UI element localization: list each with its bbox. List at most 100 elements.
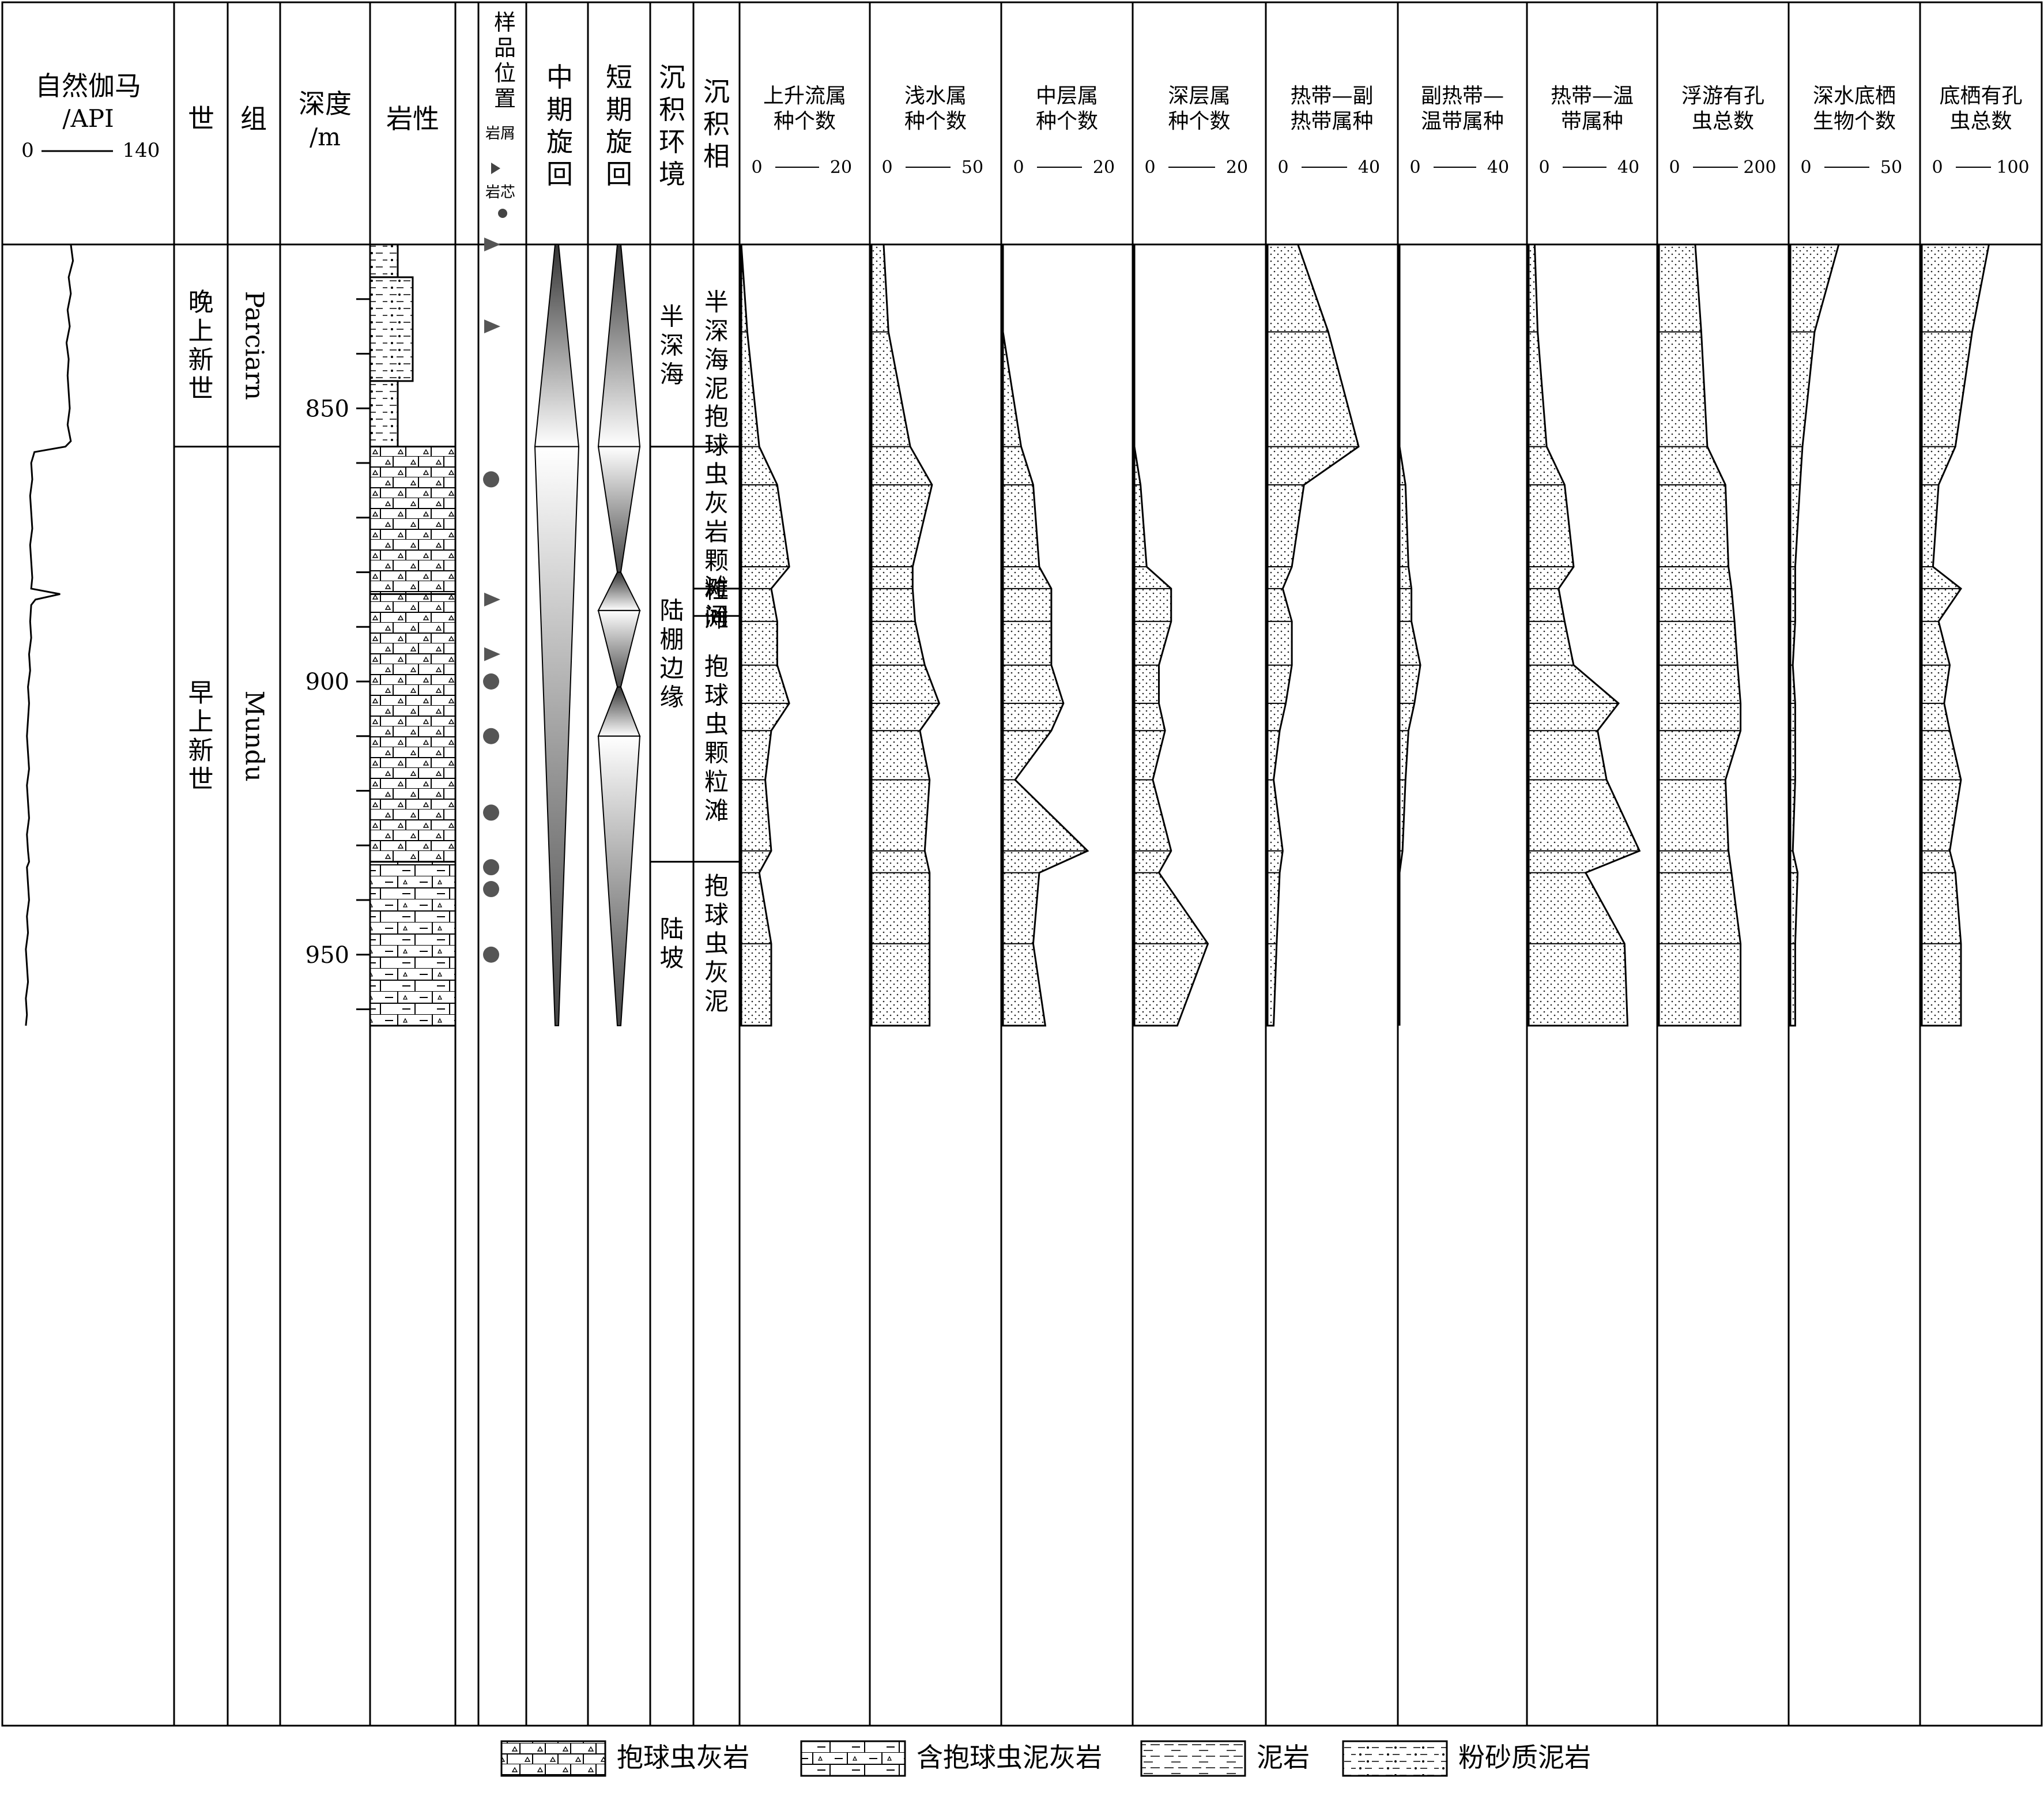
short-cycle-triangle — [597, 686, 641, 737]
series-scale-max: 40 — [1617, 157, 1639, 178]
epoch-label: 世 — [188, 374, 214, 404]
sample-cuttings-label: 岩屑 — [485, 125, 515, 142]
short-cycle-header-char: 短 — [606, 62, 632, 93]
series-title: 深水底栖 — [1813, 84, 1896, 108]
legend-limestone-swatch — [500, 1740, 606, 1777]
epoch-label: 新 — [188, 736, 214, 765]
series-scale-min: 0 — [1800, 157, 1811, 178]
lithology-limestone-bed — [369, 593, 457, 863]
lithology-silty-bed — [369, 276, 414, 382]
short-cycle-triangle — [597, 609, 641, 688]
series-title: 种个数 — [1036, 110, 1098, 133]
formation-label: Parciarn — [240, 291, 269, 400]
series-scale-min: 0 — [1144, 157, 1155, 178]
series-7-panel: 热带—温带属种 0 40 — [1528, 84, 1641, 1027]
series-area — [1002, 244, 1089, 1027]
environment-header-char: 境 — [659, 159, 685, 190]
series-scale-max: 200 — [1743, 157, 1776, 178]
legend-mudstone-swatch — [1140, 1740, 1246, 1777]
environment-header-char: 沉 — [659, 62, 685, 93]
core-sample-marker — [483, 804, 499, 821]
short-cycle-column — [597, 244, 641, 1026]
series-title: 底栖有孔 — [1939, 84, 2022, 108]
facies-label: 抱 — [704, 872, 729, 900]
series-title: 热带属种 — [1290, 110, 1373, 133]
lithology-silty-bed — [369, 243, 399, 278]
gamma-unit: /API — [62, 104, 114, 133]
core-sample-marker — [483, 728, 499, 744]
short-cycle-triangle — [597, 735, 641, 1026]
environment-label: 海 — [659, 360, 684, 388]
series-title: 种个数 — [774, 110, 836, 133]
lithology-column — [369, 243, 457, 1027]
depth-tick-label: 900 — [306, 669, 349, 695]
series-title: 生物个数 — [1813, 110, 1896, 133]
mid-cycle-header-char: 回 — [546, 159, 573, 190]
facies-label: 灰 — [704, 958, 729, 987]
series-area — [1528, 243, 1641, 1027]
depth-unit: /m — [310, 123, 341, 151]
facies-label: 抱 — [704, 652, 729, 680]
chart-frame — [1, 1, 2043, 1727]
facies-header-char: 积 — [703, 108, 730, 140]
series-title: 虫总数 — [1949, 110, 2012, 133]
depth-tick-label: 950 — [306, 942, 349, 969]
core-sample-marker — [483, 881, 499, 898]
cuttings-sample-marker — [484, 647, 500, 661]
series-scale-max: 40 — [1358, 157, 1380, 178]
series-title: 温带属种 — [1421, 110, 1504, 133]
depth-axis: 850 900 950 — [306, 298, 370, 1010]
facies-label: 泥 — [704, 987, 729, 1015]
series-scale-max: 50 — [961, 157, 983, 178]
formation-label: Mundu — [240, 691, 269, 782]
epoch-header: 世 — [188, 103, 214, 134]
environment-header-char: 环 — [659, 126, 685, 157]
short-cycle-header-char: 旋 — [606, 126, 632, 157]
mid-cycle-triangle — [534, 244, 580, 447]
gamma-scale-max: 140 — [123, 139, 160, 162]
sample-column — [483, 238, 500, 963]
series-scale-max: 20 — [1226, 157, 1248, 178]
cuttings-marker-icon — [491, 163, 500, 174]
depth-tick-label: 850 — [306, 396, 349, 422]
environment-header-char: 积 — [659, 94, 685, 125]
mid-cycle-triangle — [534, 446, 580, 1026]
facies-label: 泥 — [704, 374, 729, 402]
series-title: 种个数 — [1168, 110, 1230, 133]
sample-header-char: 样 — [494, 10, 516, 35]
facies-header-char: 沉 — [703, 76, 730, 107]
cuttings-sample-marker — [484, 319, 500, 334]
mid-cycle-header-char: 旋 — [546, 126, 573, 157]
legend-silty-label: 粉砂质泥岩 — [1458, 1742, 1591, 1773]
facies-label: 颗 — [704, 739, 729, 767]
sample-header-char: 置 — [494, 86, 516, 111]
series-scale-max: 20 — [830, 157, 852, 178]
short-cycle-header-char: 回 — [606, 159, 632, 190]
facies-label: 虫 — [704, 460, 729, 488]
series-scale-min: 0 — [881, 157, 892, 178]
environment-label: 棚 — [659, 626, 684, 654]
series-scale-min: 0 — [1277, 157, 1288, 178]
epoch-label: 新 — [188, 345, 214, 375]
cuttings-sample-marker — [484, 238, 500, 251]
environment-label: 坡 — [659, 944, 684, 972]
facies-label: 球 — [704, 901, 729, 929]
core-sample-marker — [483, 673, 499, 690]
core-sample-marker — [483, 946, 499, 963]
gamma-title: 自然伽马 — [35, 70, 141, 101]
legend-mudstone-label: 泥岩 — [1257, 1742, 1310, 1773]
series-scale-min: 0 — [1409, 157, 1420, 178]
epoch-label: 上 — [188, 707, 214, 736]
short-cycle-triangle — [597, 244, 641, 447]
series-title: 上升流属 — [763, 84, 846, 108]
formation-column: Parciarn Mundu — [228, 291, 280, 782]
